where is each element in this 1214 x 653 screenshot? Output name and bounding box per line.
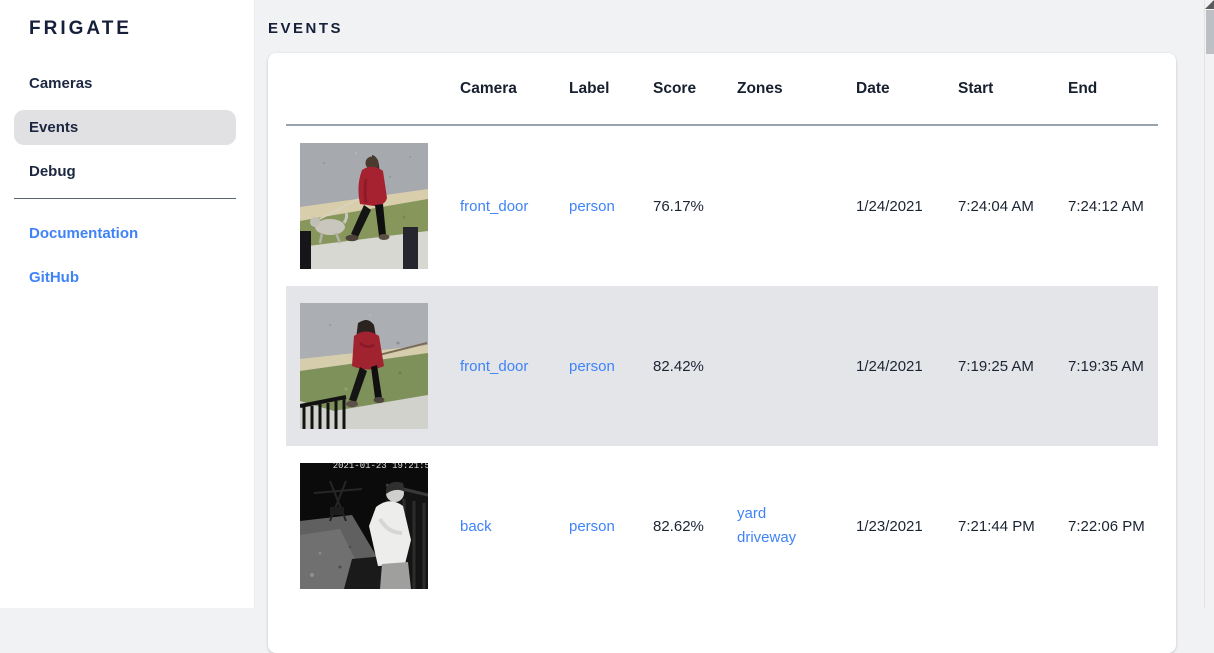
events-card: Camera Label Score Zones Date Start End xyxy=(268,53,1176,653)
event-score: 82.42% xyxy=(653,357,704,375)
column-header-date: Date xyxy=(856,79,890,97)
event-camera-cell: back xyxy=(446,518,555,535)
sidebar-item-events-label: Events xyxy=(29,119,79,136)
scrollbar-corner-icon xyxy=(1205,0,1214,9)
event-thumbnail-2[interactable] xyxy=(286,303,446,429)
event-date: 1/24/2021 xyxy=(856,197,923,215)
label-link[interactable]: person xyxy=(569,357,615,375)
event-start-time: 7:21:44 PM xyxy=(958,517,1035,535)
zone-link-driveway[interactable]: driveway xyxy=(737,529,797,546)
thumbnail-image-red-hoodie-dog-walk xyxy=(300,303,428,429)
thumbnail-image-night-ir-person: 2021-01-23 19:21:52 xyxy=(300,463,428,589)
page-scrollbar[interactable] xyxy=(1204,0,1214,608)
event-end-time: 7:24:12 AM xyxy=(1068,197,1144,215)
sidebar: FRIGATE Cameras Events Debug Documentati… xyxy=(0,0,255,608)
main-content: EVENTS Camera Label Score Zones Date Sta… xyxy=(255,0,1214,653)
column-header-camera: Camera xyxy=(460,79,517,97)
sidebar-link-github[interactable]: GitHub xyxy=(14,260,236,295)
event-start-time: 7:19:25 AM xyxy=(958,357,1034,375)
event-camera-cell: front_door xyxy=(446,358,555,375)
camera-link[interactable]: back xyxy=(460,517,492,535)
sidebar-item-cameras[interactable]: Cameras xyxy=(14,66,236,101)
event-end-time: 7:22:06 PM xyxy=(1068,517,1145,535)
event-camera-cell: front_door xyxy=(446,198,555,215)
event-thumbnail-1[interactable] xyxy=(286,143,446,269)
sidebar-item-debug[interactable]: Debug xyxy=(14,154,236,189)
event-thumbnail-3[interactable]: 2021-01-23 19:21:52 xyxy=(286,463,446,589)
camera-link[interactable]: front_door xyxy=(460,197,529,215)
event-score: 82.62% xyxy=(653,517,704,535)
documentation-link-label: Documentation xyxy=(29,225,139,242)
sidebar-link-documentation[interactable]: Documentation xyxy=(14,216,236,251)
event-date: 1/23/2021 xyxy=(856,517,923,535)
column-header-start: Start xyxy=(958,79,994,97)
event-zones: yard driveway xyxy=(723,502,842,550)
sidebar-item-events[interactable]: Events xyxy=(14,110,236,145)
sidebar-item-cameras-label: Cameras xyxy=(29,75,93,92)
event-date: 1/24/2021 xyxy=(856,357,923,375)
scrollbar-thumb[interactable] xyxy=(1206,10,1214,54)
thumbnail-timestamp-overlay: 2021-01-23 19:21:52 xyxy=(333,463,428,471)
sidebar-nav: Cameras Events Debug xyxy=(0,66,254,189)
event-row-1[interactable]: front_door person 76.17% 1/24/2021 7:24:… xyxy=(286,126,1158,286)
label-link[interactable]: person xyxy=(569,197,615,215)
sidebar-divider xyxy=(14,198,236,199)
column-header-zones: Zones xyxy=(737,79,783,97)
app-logo[interactable]: FRIGATE xyxy=(29,18,132,39)
github-link-label: GitHub xyxy=(29,269,79,286)
column-header-score: Score xyxy=(653,79,697,97)
event-start-time: 7:24:04 AM xyxy=(958,197,1034,215)
column-header-label: Label xyxy=(569,79,610,97)
event-label-cell: person xyxy=(555,518,639,535)
event-row-3[interactable]: 2021-01-23 19:21:52 back person 82.62% y… xyxy=(286,446,1158,606)
page-title: EVENTS xyxy=(268,20,344,37)
zone-link-yard[interactable]: yard xyxy=(737,505,767,522)
event-end-time: 7:19:35 AM xyxy=(1068,357,1144,375)
events-table-header: Camera Label Score Zones Date Start End xyxy=(286,53,1158,126)
thumbnail-image-red-coat-dog-walk xyxy=(300,143,428,269)
label-link[interactable]: person xyxy=(569,517,615,535)
event-label-cell: person xyxy=(555,198,639,215)
camera-link[interactable]: front_door xyxy=(460,357,529,375)
event-row-2[interactable]: front_door person 82.42% 1/24/2021 7:19:… xyxy=(286,286,1158,446)
column-header-end: End xyxy=(1068,79,1098,97)
event-score: 76.17% xyxy=(653,197,704,215)
event-label-cell: person xyxy=(555,358,639,375)
sidebar-item-debug-label: Debug xyxy=(29,163,76,180)
